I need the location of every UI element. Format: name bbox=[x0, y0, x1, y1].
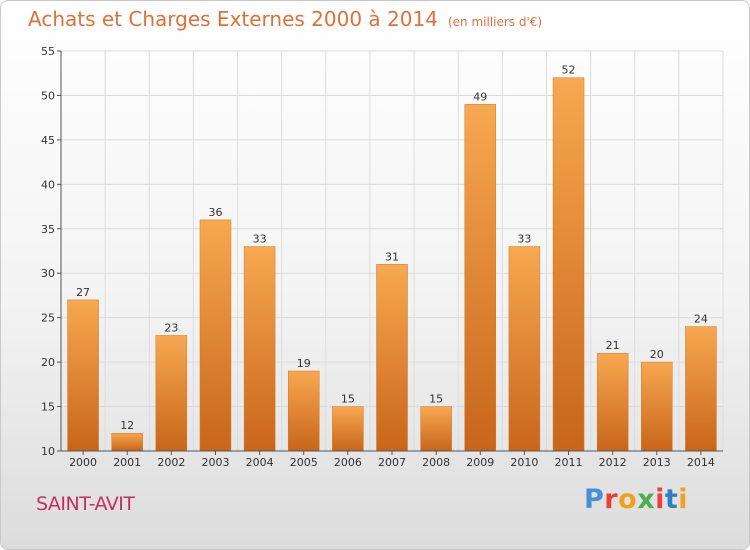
x-tick-label: 2005 bbox=[290, 456, 318, 469]
bar-value-label: 19 bbox=[297, 357, 311, 370]
labels: 10 15 20 25 30 35 40 45 50 55 27 2000 12 2001 23 2002 36… bbox=[41, 45, 715, 469]
x-tick-label: 2012 bbox=[599, 456, 627, 469]
bar-2013[interactable] bbox=[641, 361, 673, 452]
logo-letter: o bbox=[618, 484, 638, 515]
x-tick-label: 2004 bbox=[246, 456, 274, 469]
y-tick-label: 10 bbox=[41, 445, 55, 458]
logo-letter: i bbox=[678, 484, 689, 515]
bar-value-label: 12 bbox=[120, 419, 134, 432]
bar-value-label: 33 bbox=[253, 233, 267, 246]
bar-2000[interactable] bbox=[67, 299, 99, 452]
x-tick-label: 2001 bbox=[113, 456, 141, 469]
axes bbox=[57, 50, 723, 455]
bar-2006[interactable] bbox=[332, 406, 364, 452]
bar-value-label: 27 bbox=[76, 286, 90, 299]
bar-2014[interactable] bbox=[685, 326, 717, 452]
x-tick-label: 2014 bbox=[687, 456, 715, 469]
bar-value-label: 36 bbox=[208, 206, 222, 219]
bars bbox=[67, 77, 717, 452]
x-tick-label: 2009 bbox=[466, 456, 494, 469]
y-tick-label: 35 bbox=[41, 223, 55, 236]
bar-value-label: 21 bbox=[606, 339, 620, 352]
logo-letter: r bbox=[604, 484, 619, 515]
y-tick-label: 20 bbox=[41, 356, 55, 369]
x-tick-label: 2003 bbox=[201, 456, 229, 469]
x-tick-label: 2011 bbox=[555, 456, 583, 469]
bar-value-label: 15 bbox=[341, 393, 355, 406]
logo-letter: x bbox=[637, 484, 656, 515]
bar-2009[interactable] bbox=[464, 104, 497, 452]
x-tick-label: 2006 bbox=[334, 456, 362, 469]
bar-value-label: 49 bbox=[473, 90, 487, 103]
x-tick-label: 2013 bbox=[643, 456, 671, 469]
y-tick-label: 15 bbox=[41, 401, 55, 414]
bar-2003[interactable] bbox=[199, 219, 232, 452]
x-tick-label: 2002 bbox=[157, 456, 185, 469]
bar-2011[interactable] bbox=[552, 77, 585, 452]
city-name: SAINT-AVIT bbox=[36, 493, 135, 515]
bar-2008[interactable] bbox=[420, 406, 452, 452]
bar-value-label: 23 bbox=[164, 321, 178, 334]
y-tick-label: 45 bbox=[41, 134, 55, 147]
y-tick-label: 25 bbox=[41, 312, 55, 325]
bar-value-label: 15 bbox=[429, 393, 443, 406]
bar-2002[interactable] bbox=[155, 335, 188, 452]
y-tick-label: 50 bbox=[41, 89, 55, 102]
chart-unit: (en milliers d'€) bbox=[447, 15, 543, 29]
bar-2007[interactable] bbox=[376, 264, 408, 452]
bar-2010[interactable] bbox=[508, 246, 541, 452]
x-tick-label: 2010 bbox=[510, 456, 538, 469]
y-tick-label: 40 bbox=[41, 178, 55, 191]
logo-letter: P bbox=[584, 484, 605, 515]
proxiti-logo[interactable]: Proxiti bbox=[584, 484, 688, 515]
chart-title-text: Achats et Charges Externes 2000 à 2014 bbox=[28, 7, 438, 31]
y-tick-label: 55 bbox=[41, 45, 55, 58]
bar-2005[interactable] bbox=[287, 370, 320, 452]
x-tick-label: 2007 bbox=[378, 456, 406, 469]
bar-2012[interactable] bbox=[596, 352, 629, 452]
x-tick-label: 2000 bbox=[69, 456, 97, 469]
x-tick-label: 2008 bbox=[422, 456, 450, 469]
chart-title: Achats et Charges Externes 2000 à 2014 (e… bbox=[28, 7, 542, 31]
bar-2004[interactable] bbox=[243, 246, 276, 452]
bar-value-label: 24 bbox=[694, 313, 708, 326]
bar-value-label: 31 bbox=[385, 250, 399, 263]
bar-value-label: 33 bbox=[517, 233, 531, 246]
bar-2001[interactable] bbox=[111, 432, 143, 452]
logo-letter: i bbox=[655, 484, 665, 515]
y-tick-label: 30 bbox=[41, 267, 55, 280]
bar-value-label: 52 bbox=[562, 64, 576, 77]
bar-value-label: 20 bbox=[650, 348, 664, 361]
logo-letter: t bbox=[664, 484, 679, 515]
